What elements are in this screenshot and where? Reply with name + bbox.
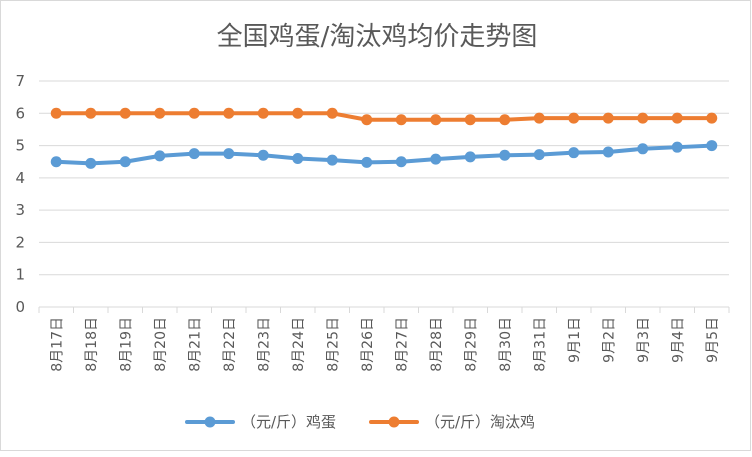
x-tick-label: 8月18日 [84, 317, 100, 372]
data-point [499, 149, 511, 161]
y-tick-label: 7 [15, 72, 25, 90]
data-point [430, 114, 442, 126]
data-point [671, 112, 683, 124]
data-point [464, 151, 476, 163]
data-point [154, 150, 166, 162]
x-tick-label: 8月22日 [222, 317, 238, 372]
data-point [568, 147, 580, 159]
x-tick-label: 8月26日 [360, 317, 376, 372]
legend-label-0: （元/斤）鸡蛋 [241, 413, 336, 431]
y-axis: 0 1 2 3 4 5 6 7 [15, 72, 25, 316]
y-tick-label: 5 [15, 137, 25, 155]
data-point [85, 157, 97, 169]
data-point [637, 112, 649, 124]
data-point [430, 153, 442, 165]
y-tick-label: 0 [15, 298, 25, 316]
x-tick-label: 8月17日 [49, 317, 65, 372]
data-point [533, 149, 545, 161]
data-point [154, 107, 166, 119]
data-point [292, 152, 304, 164]
x-tick-label: 8月30日 [498, 317, 514, 372]
data-point [188, 107, 200, 119]
data-point [602, 112, 614, 124]
data-point [671, 141, 683, 153]
x-tick-label: 8月23日 [256, 317, 272, 372]
data-point [188, 148, 200, 160]
x-axis: 8月17日 8月18日 8月19日 8月20日 8月21日 8月22日 8月23日 8月24日… [38, 306, 730, 372]
data-point [50, 156, 62, 168]
x-tick-label: 9月2日 [601, 317, 617, 363]
data-point [533, 112, 545, 124]
data-point [292, 107, 304, 119]
legend: （元/斤）鸡蛋 （元/斤）淘汰鸡 [185, 413, 535, 431]
x-tick-label: 9月1日 [567, 317, 583, 363]
data-point [395, 114, 407, 126]
data-point [223, 148, 235, 160]
data-point [119, 107, 131, 119]
y-tick-label: 2 [15, 233, 25, 251]
legend-marker-1 [388, 416, 400, 428]
data-point [568, 112, 580, 124]
data-point [602, 146, 614, 158]
y-tick-label: 3 [15, 201, 25, 219]
x-tick-label: 8月24日 [291, 317, 307, 372]
data-point [257, 149, 269, 161]
x-tick-label: 8月25日 [325, 317, 341, 372]
data-point [637, 143, 649, 155]
chart-title: 全国鸡蛋/淘汰鸡均价走势图 [217, 22, 538, 52]
y-tick-label: 6 [15, 104, 25, 122]
x-tick-label: 8月31日 [532, 317, 548, 372]
series-line-0 [54, 143, 714, 166]
x-tick-label: 9月3日 [636, 317, 652, 363]
data-point [499, 114, 511, 126]
data-point [395, 156, 407, 168]
data-point [361, 114, 373, 126]
x-tick-label: 8月27日 [394, 317, 410, 372]
legend-marker-0 [204, 416, 216, 428]
y-tick-label: 4 [15, 169, 25, 187]
data-point [326, 154, 338, 166]
series-line-1 [54, 111, 714, 122]
data-point [326, 107, 338, 119]
x-tick-label: 8月21日 [187, 317, 203, 372]
series-group [50, 107, 718, 169]
data-point [706, 112, 718, 124]
x-tick-label: 8月28日 [429, 317, 445, 372]
data-point [119, 156, 131, 168]
x-tick-label: 9月4日 [670, 317, 686, 363]
data-point [706, 140, 718, 152]
x-tick-label: 8月29日 [463, 317, 479, 372]
y-tick-label: 1 [15, 266, 25, 284]
data-point [85, 107, 97, 119]
data-point [223, 107, 235, 119]
legend-label-1: （元/斤）淘汰鸡 [425, 413, 535, 431]
data-point [361, 156, 373, 168]
x-tick-label: 8月20日 [153, 317, 169, 372]
data-point [257, 107, 269, 119]
data-point [50, 107, 62, 119]
x-tick-label: 8月19日 [118, 317, 134, 372]
data-point [464, 114, 476, 126]
x-tick-label: 9月5日 [705, 317, 721, 363]
